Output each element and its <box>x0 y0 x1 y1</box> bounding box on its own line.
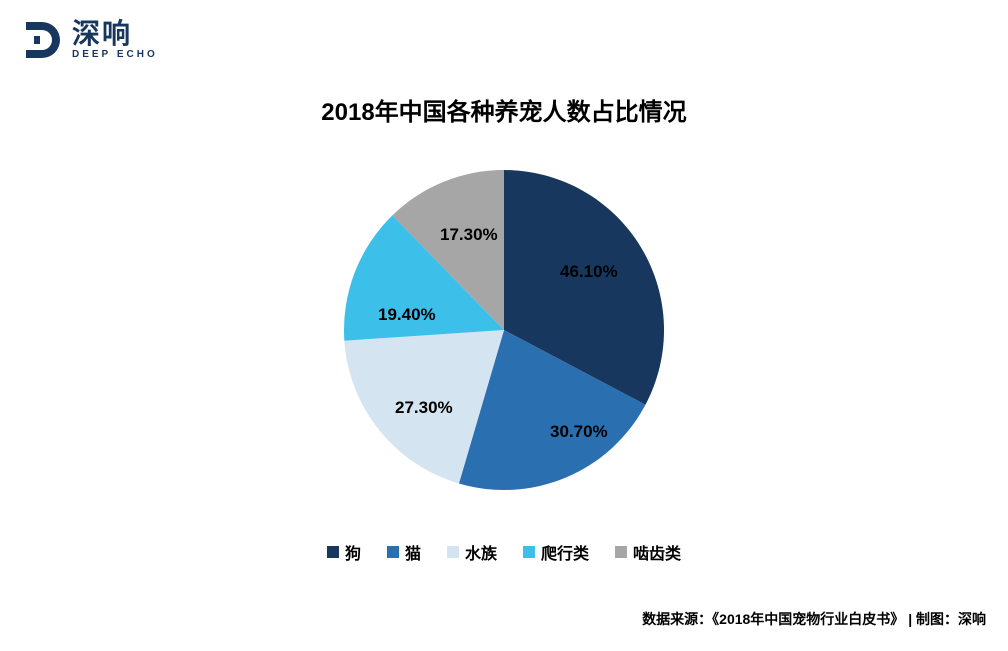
slice-label: 19.40% <box>378 305 436 325</box>
slice-label: 17.30% <box>440 225 498 245</box>
logo-text: 深响 DEEP ECHO <box>72 20 158 60</box>
legend-label: 猫 <box>405 540 421 564</box>
legend-swatch <box>523 546 535 558</box>
legend-label: 啮齿类 <box>633 540 681 564</box>
pie-svg <box>334 160 674 500</box>
slice-label: 27.30% <box>395 398 453 418</box>
legend-item: 啮齿类 <box>615 540 681 564</box>
legend-label: 狗 <box>345 540 361 564</box>
brand-logo: 深响 DEEP ECHO <box>20 18 158 62</box>
legend-item: 爬行类 <box>523 540 589 564</box>
legend-item: 水族 <box>447 540 497 564</box>
legend-item: 猫 <box>387 540 421 564</box>
chart-title: 2018年中国各种养宠人数占比情况 <box>0 92 1008 127</box>
slice-label: 46.10% <box>560 262 618 282</box>
legend-swatch <box>615 546 627 558</box>
legend-swatch <box>387 546 399 558</box>
chart-legend: 狗 猫 水族 爬行类 啮齿类 <box>0 540 1008 564</box>
legend-swatch <box>327 546 339 558</box>
legend-swatch <box>447 546 459 558</box>
slice-label: 30.70% <box>550 422 608 442</box>
logo-en: DEEP ECHO <box>72 50 158 60</box>
legend-label: 水族 <box>465 540 497 564</box>
legend-item: 狗 <box>327 540 361 564</box>
legend-label: 爬行类 <box>541 540 589 564</box>
logo-cn: 深响 <box>72 20 158 48</box>
logo-icon <box>20 18 64 62</box>
source-attribution: 数据来源：《2018年中国宠物行业白皮书》 | 制图：深响 <box>642 609 986 629</box>
pie-chart <box>0 160 1008 500</box>
